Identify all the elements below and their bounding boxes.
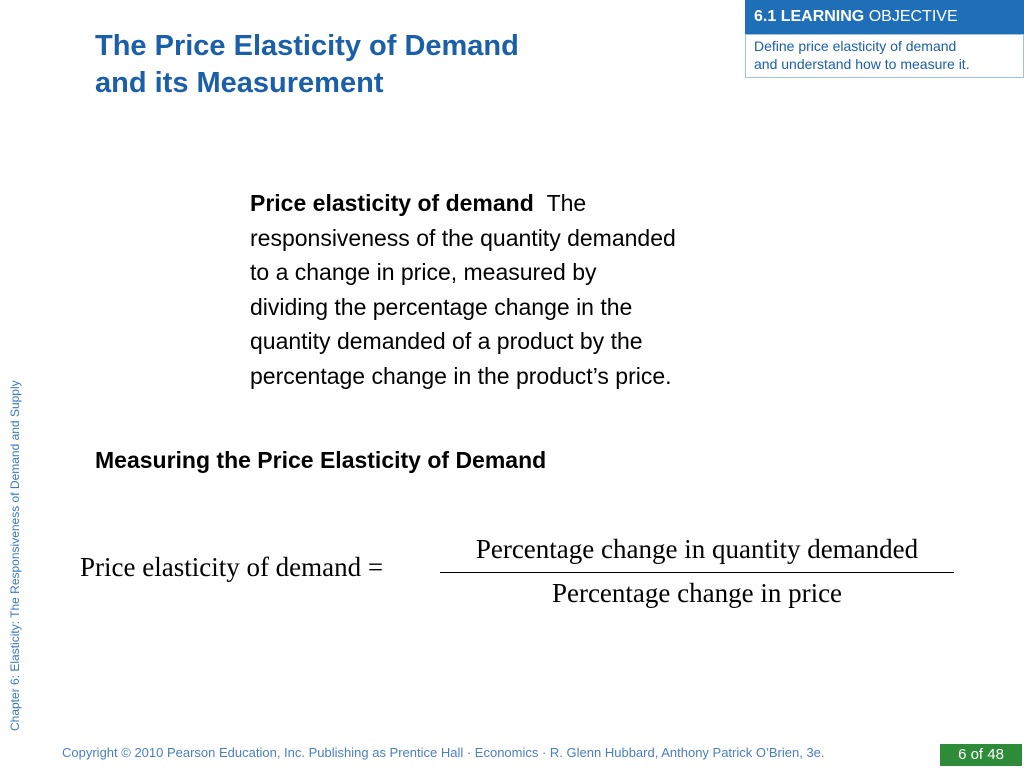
copyright-footer: Copyright © 2010 Pearson Education, Inc.… <box>62 745 825 760</box>
definition-line-5: quantity demanded of a product by the <box>250 328 643 354</box>
definition-line-4: dividing the percentage change in the <box>250 293 633 320</box>
definition-block: Price elasticity of demand The responsiv… <box>250 186 810 393</box>
chapter-side-label: Chapter 6: Elasticity: The Responsivenes… <box>8 380 22 731</box>
formula-numerator: Percentage change in quantity demanded <box>475 534 919 564</box>
formula-fraction-bar <box>440 572 954 573</box>
definition-line-1-rest: The <box>546 190 587 216</box>
formula-denominator: Percentage change in price <box>551 578 843 608</box>
learning-objective-box: 6.1 LEARNING OBJECTIVE Define price elas… <box>745 0 1024 78</box>
section-subheading: Measuring the Price Elasticity of Demand <box>95 447 547 473</box>
learning-objective-desc-line-2: and understand how to measure it. <box>754 56 970 72</box>
slide-title: The Price Elasticity of Demand and its M… <box>95 28 695 102</box>
learning-objective-header: 6.1 LEARNING OBJECTIVE <box>745 0 1024 34</box>
learning-objective-description: Define price elasticity of demand and un… <box>745 34 1024 78</box>
learning-objective-desc-line-1: Define price elasticity of demand <box>754 38 957 54</box>
definition-line-1: Price elasticity of demand The <box>250 186 810 221</box>
slide-title-line-1: The Price Elasticity of Demand <box>95 30 519 62</box>
formula-left-side: Price elasticity of demand = <box>80 552 384 582</box>
learning-objective-number: 6.1 LEARNING <box>754 8 865 25</box>
slide-title-line-2: and its Measurement <box>95 67 384 99</box>
definition-line-2: responsiveness of the quantity demanded <box>250 224 676 251</box>
learning-objective-label: OBJECTIVE <box>868 8 958 25</box>
page-number-badge: 6 of 48 <box>940 744 1022 766</box>
definition-line-6: percentage change in the product’s price… <box>250 362 672 389</box>
definition-term: Price elasticity of demand <box>250 190 534 216</box>
definition-line-3: to a change in price, measured by <box>250 259 597 285</box>
